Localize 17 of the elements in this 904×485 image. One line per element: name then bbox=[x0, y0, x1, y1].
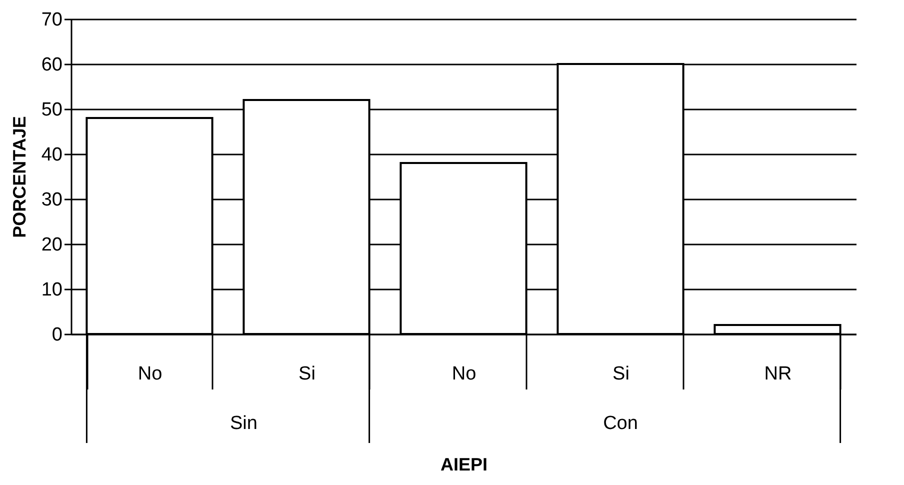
x-axis-title: AIEPI bbox=[440, 454, 488, 474]
x-tick-label: Si bbox=[612, 364, 630, 384]
x-tick-label: Si bbox=[298, 364, 316, 384]
x-tick-label: No bbox=[452, 364, 476, 384]
text: Sin bbox=[230, 413, 258, 434]
x-tick-label: No bbox=[138, 364, 162, 384]
y-tick-label: 70 bbox=[41, 10, 62, 30]
y-tick-label: 0 bbox=[52, 324, 62, 346]
y-tick-label: 10 bbox=[41, 280, 62, 300]
y-axis-title: PORCENTAJE bbox=[9, 116, 30, 238]
y-tick-label: 60 bbox=[41, 54, 62, 76]
y-tick-label: 50 bbox=[41, 100, 62, 120]
y-tick-label: 40 bbox=[41, 144, 62, 166]
x-tick-label: NR bbox=[764, 364, 792, 384]
y-tick-label: 20 bbox=[41, 234, 62, 256]
y-tick-label: 30 bbox=[41, 190, 62, 210]
text: Con bbox=[603, 413, 638, 434]
